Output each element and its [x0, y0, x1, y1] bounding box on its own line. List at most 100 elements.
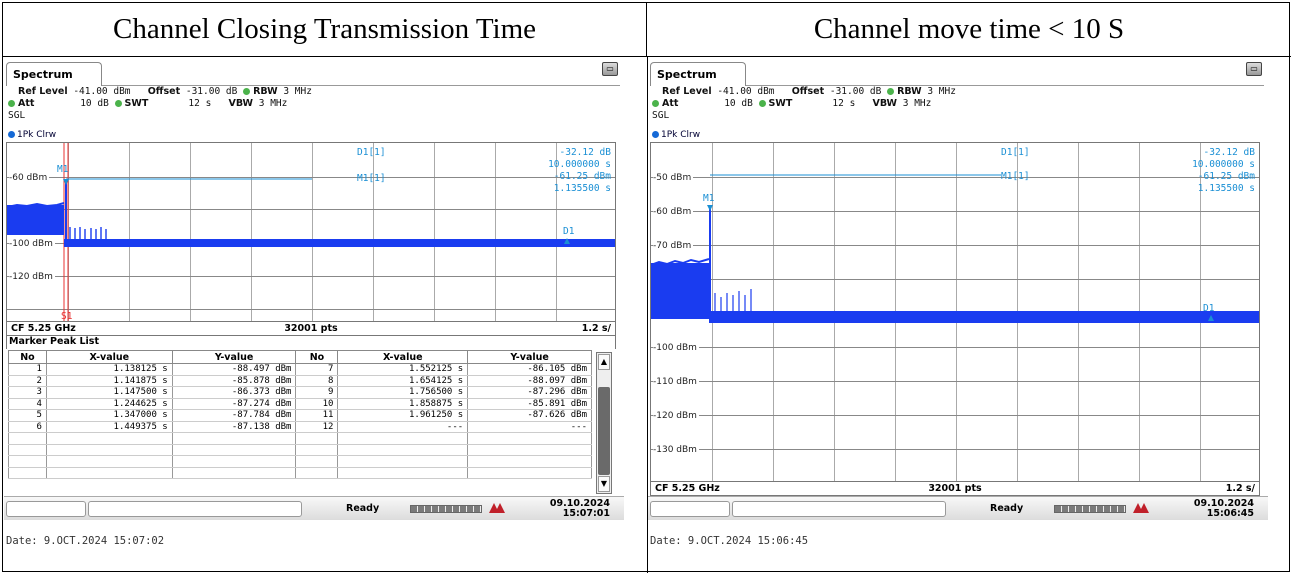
att-status-icon — [8, 100, 15, 107]
center-frequency: CF 5.25 GHz — [655, 483, 720, 494]
column-divider — [647, 57, 648, 573]
trace-label: 1Pk Clrw — [652, 130, 700, 140]
trace-plot — [651, 174, 1259, 323]
att-status-icon — [652, 100, 659, 107]
table-row[interactable]: 4 1.244625 s -87.274 dBm 10 1.858875 s -85.8… — [8, 398, 592, 410]
tab-underline — [746, 85, 1264, 86]
trace-label: 1Pk Clrw — [8, 130, 56, 140]
settings-block: Ref Level -41.00 dBm Offset -31.00 dB RB… — [652, 86, 956, 122]
ref-level-value: -41.00 dBm — [717, 86, 775, 97]
rbw-status-icon — [887, 88, 895, 95]
swt-status-icon — [758, 100, 766, 107]
table-row[interactable]: 1 1.138125 s -88.497 dBm 7 1.552125 s -86.10… — [8, 363, 592, 376]
col-header: No — [8, 350, 47, 364]
rbw-label: RBW — [897, 86, 922, 97]
status-bar: Ready 09.10.2024 15:06:45 — [648, 496, 1268, 520]
status-bar: Ready 09.10.2024 15:07:01 — [4, 496, 624, 520]
progress-bar — [410, 505, 482, 513]
trace-dot-icon — [652, 131, 659, 138]
y-label: -130 dBm — [653, 445, 699, 455]
ref-level-label: Ref Level — [662, 86, 712, 97]
rbw-value: 3 MHz — [283, 86, 312, 97]
header-right: Channel move time < 10 S — [647, 3, 1291, 57]
rs-logo-icon — [1133, 503, 1149, 513]
ready-status: Ready — [990, 503, 1024, 514]
table-row[interactable]: 6 1.449375 s -87.138 dBm 12 --- --- — [8, 421, 592, 433]
sweep-points: 32001 pts — [928, 483, 982, 494]
att-value: 10 dB — [724, 98, 753, 109]
ready-status: Ready — [346, 503, 380, 514]
offset-label: Offset — [791, 86, 825, 97]
display-config-icon[interactable]: ▭ — [602, 62, 618, 76]
ref-level-label: Ref Level — [18, 86, 68, 97]
status-field — [6, 501, 86, 517]
trace-plot — [7, 143, 615, 321]
y-label: -120 dBm — [653, 411, 699, 421]
swt-label: SWT — [768, 98, 793, 109]
caption-left: Date: 9.OCT.2024 15:07:02 — [6, 535, 165, 547]
rs-logo-icon — [489, 503, 505, 513]
y-label: -70 dBm — [653, 241, 694, 251]
y-label: -120 dBm — [9, 272, 55, 282]
x-axis-bar: CF 5.25 GHz 32001 pts 1.2 s/ — [650, 482, 1260, 496]
spectrum-diagram[interactable]: -60 dBm -100 dBm -120 dBm M1 D1 S1 D1[1]… — [6, 142, 616, 322]
marker-m1-label: M1[1] — [1001, 171, 1030, 182]
status-message-field — [732, 501, 946, 517]
tab-underline — [102, 85, 620, 86]
tab-spectrum[interactable]: Spectrum — [6, 62, 102, 86]
col-header: Y-value — [467, 350, 592, 364]
scroll-up-icon[interactable]: ▲ — [598, 354, 610, 370]
marker-d1-flag: D1 — [1203, 303, 1215, 314]
y-label: -100 dBm — [9, 239, 55, 249]
table-row-empty — [8, 432, 592, 445]
marker-m1-flag: M1 — [57, 164, 69, 175]
peak-list-scrollbar[interactable]: ▲ ▼ — [596, 352, 612, 494]
table-row-empty — [8, 467, 592, 479]
table-row[interactable]: 3 1.147500 s -86.373 dBm 9 1.756500 s -87.29… — [8, 386, 592, 399]
status-field — [650, 501, 730, 517]
marker-m1-label: M1[1] — [357, 173, 386, 184]
table-row-empty — [8, 455, 592, 468]
display-config-icon[interactable]: ▭ — [1246, 62, 1262, 76]
time-per-division: 1.2 s/ — [581, 323, 611, 334]
marker-readout: -32.12 dB 10.000000 s -61.25 dBm 1.13550… — [1192, 147, 1255, 194]
marker-d1-flag: D1 — [563, 226, 575, 237]
sweep-mode: SGL — [652, 110, 670, 121]
vbw-value: 3 MHz — [258, 98, 288, 109]
col-header: X-value — [45, 350, 173, 364]
rbw-status-icon — [243, 88, 251, 95]
time-per-division: 1.2 s/ — [1225, 483, 1255, 494]
progress-bar — [1054, 505, 1126, 513]
col-header: No — [295, 350, 339, 364]
swt-status-icon — [114, 100, 122, 107]
spectrum-panel-left: Spectrum ▭ Ref Level -41.00 dBm Offset -… — [4, 58, 624, 520]
status-datetime: 09.10.2024 15:06:45 — [1193, 498, 1254, 519]
scroll-down-icon[interactable]: ▼ — [598, 476, 610, 492]
sweep-points: 32001 pts — [284, 323, 338, 334]
settings-block: Ref Level -41.00 dBm Offset -31.00 dB RB… — [8, 86, 312, 122]
att-label: Att — [662, 98, 679, 109]
peak-list-title: Marker Peak List — [6, 336, 616, 349]
swt-label: SWT — [124, 98, 149, 109]
marker-d1-label: D1[1] — [1001, 147, 1030, 158]
offset-value: -31.00 dB — [185, 86, 238, 97]
marker-readout: -32.12 dB 10.000000 s -61.25 dBm 1.13550… — [548, 147, 611, 194]
ref-level-value: -41.00 dBm — [73, 86, 131, 97]
y-label: -50 dBm — [653, 173, 694, 183]
table-row-empty — [8, 444, 592, 456]
vbw-label: VBW — [228, 98, 254, 109]
scroll-thumb[interactable] — [598, 387, 610, 475]
status-datetime: 09.10.2024 15:07:01 — [549, 498, 610, 519]
table-row[interactable]: 2 1.141875 s -85.878 dBm 8 1.654125 s -88.09… — [8, 375, 592, 387]
tab-spectrum[interactable]: Spectrum — [650, 62, 746, 86]
col-header: X-value — [337, 350, 469, 364]
header-left: Channel Closing Transmission Time — [3, 3, 647, 57]
table-row[interactable]: 5 1.347000 s -87.784 dBm 11 1.961250 s -87.6… — [8, 409, 592, 422]
spectrum-diagram[interactable]: -50 dBm -60 dBm -70 dBm -100 dBm -110 dB… — [650, 142, 1260, 482]
sweep-mode: SGL — [8, 110, 26, 121]
att-label: Att — [18, 98, 35, 109]
marker-s1-flag: S1 — [61, 311, 73, 322]
spectrum-panel-right: Spectrum ▭ Ref Level -41.00 dBm Offset -… — [648, 58, 1268, 520]
